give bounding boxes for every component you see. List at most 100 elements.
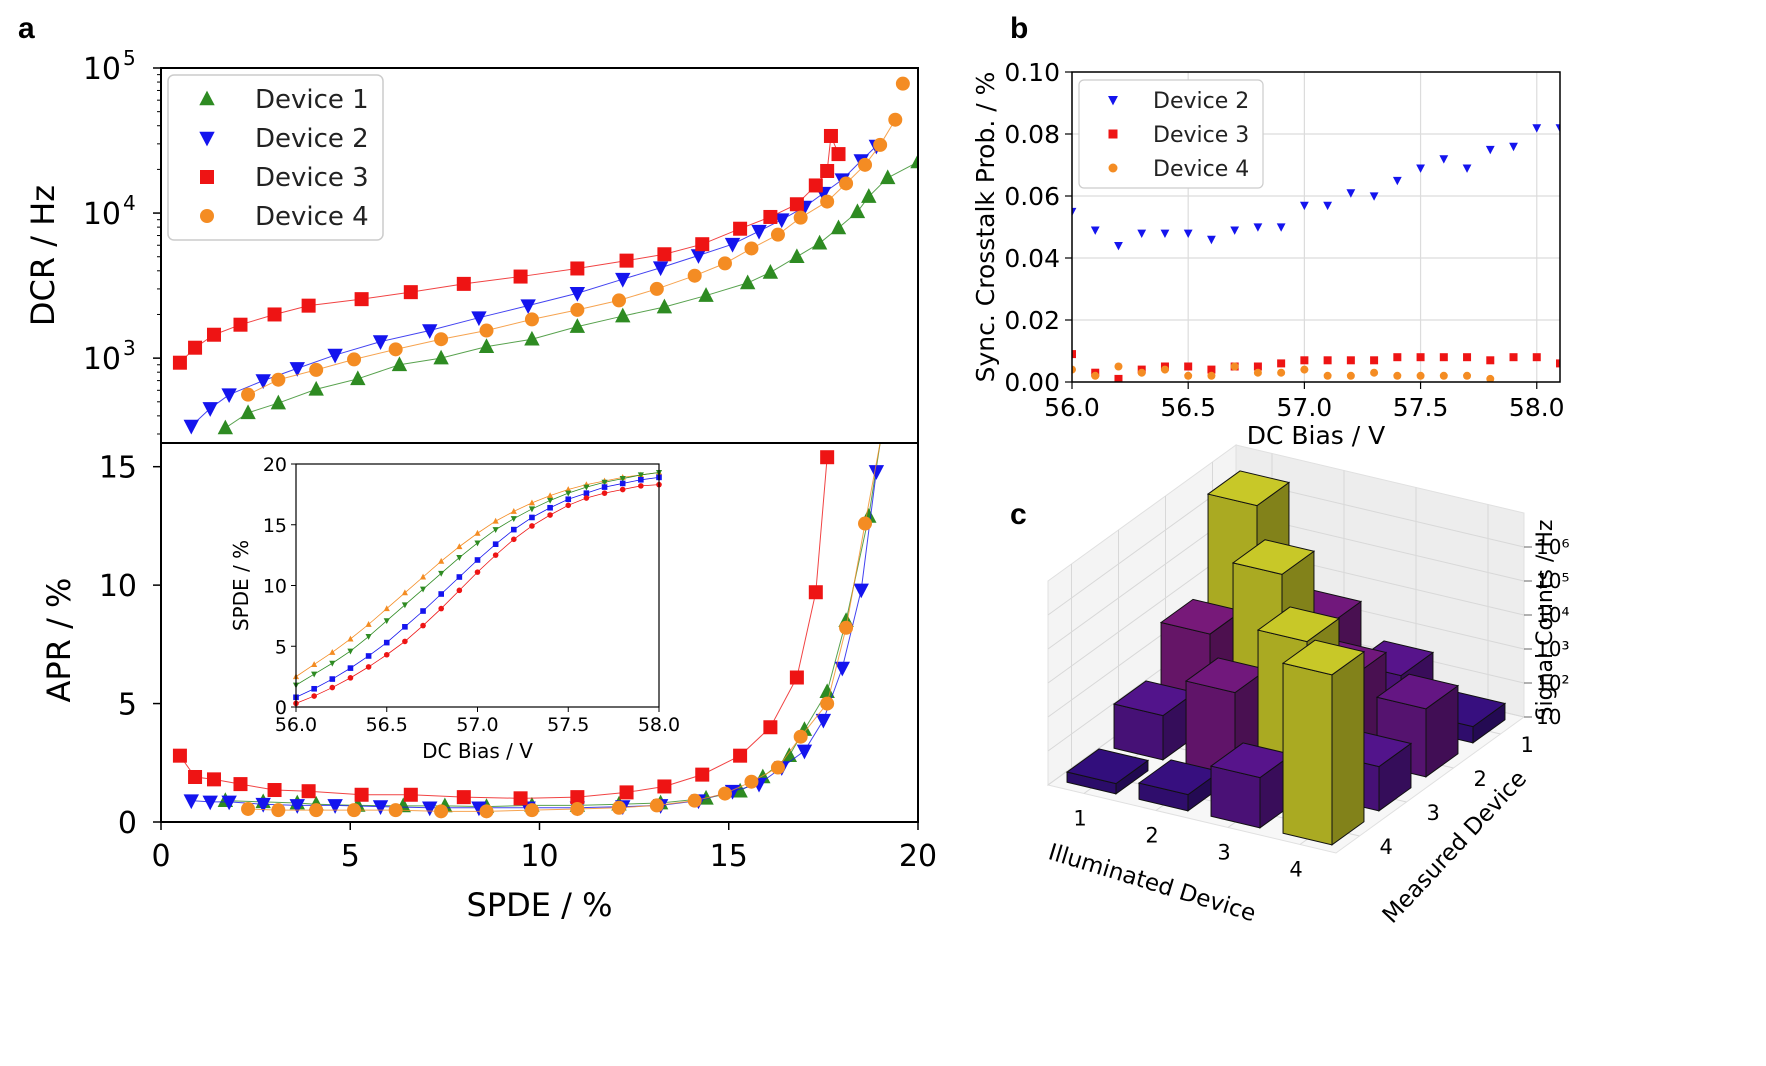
crosstalk-point-device-3	[1532, 353, 1541, 362]
crosstalk-plot-area	[1072, 124, 1560, 382]
dcr-point-device-2	[202, 402, 218, 417]
crosstalk-point-device-3	[1416, 353, 1425, 362]
dcr-ytick-label-exp: 5	[123, 46, 136, 70]
dcr-ylabel: DCR / Hz	[24, 185, 62, 326]
crosstalk-chart: 56.0 56.5 57.0 57.5 58.0 0.00 0.02 0.04 0.06 0.08…	[971, 58, 1565, 450]
apr-point-device-4	[524, 803, 539, 818]
inset-point-device-1	[474, 540, 481, 547]
crosstalk-point-device-2	[1160, 229, 1170, 238]
dcr-point-device-2	[255, 374, 271, 390]
dcr-point-device-1	[849, 203, 866, 219]
crosstalk-ytick-label: 0.00	[1004, 368, 1060, 397]
signal-bar-illum-4-meas-4-front	[1282, 662, 1333, 846]
crosstalk-point-device-3	[1072, 350, 1076, 359]
signal-3d-xtick-label: 2	[1145, 824, 1158, 848]
apr-point-device-4	[839, 620, 854, 635]
panel-label-c: c	[1010, 498, 1027, 531]
crosstalk-point-device-2	[1369, 192, 1379, 201]
apr-point-device-3	[820, 450, 835, 465]
inset-point-device-1	[637, 472, 644, 479]
apr-chart: 0 5 10 15 20 0 5 10 15 SPDE / % APR / %	[40, 442, 937, 924]
dcr-point-device-3	[233, 317, 248, 332]
dcr-ytick-label-exp: 4	[123, 191, 136, 215]
crosstalk-point-device-4	[1091, 371, 1100, 380]
inset-point-device-1	[329, 660, 336, 667]
dcr-point-device-3	[695, 237, 710, 252]
dcr-plot-area	[172, 76, 918, 435]
dcr-ytick-label-exp: 3	[123, 336, 136, 360]
apr-point-device-4	[793, 729, 808, 744]
crosstalk-point-device-3	[1253, 362, 1262, 371]
inset-point-device-3	[601, 490, 608, 496]
dcr-point-device-3	[188, 340, 203, 355]
inset-point-device-4	[401, 589, 408, 596]
dcr-point-device-1	[656, 298, 673, 314]
apr-point-device-4	[309, 803, 324, 818]
dcr-point-device-1	[350, 370, 366, 386]
dcr-point-device-1	[811, 234, 828, 250]
crosstalk-legend-marker-device-2	[1108, 95, 1118, 106]
signal-3d-ztick-label: 10⁴	[1536, 603, 1569, 627]
inset-point-device-4	[474, 529, 481, 536]
signal-bar-illum-4-meas-4-side	[1331, 650, 1365, 846]
crosstalk-legend: Device 2 Device 3 Device 4	[1078, 79, 1264, 189]
crosstalk-xtick-label: 56.0	[1044, 393, 1100, 422]
apr-point-device-3	[763, 720, 778, 735]
crosstalk-point-device-2	[1509, 142, 1518, 152]
inset-point-device-2	[601, 484, 608, 490]
legend-marker-device-2	[199, 131, 215, 147]
crosstalk-xtick-label: 57.0	[1277, 393, 1333, 422]
crosstalk-point-device-3	[1207, 365, 1216, 374]
crosstalk-point-device-4	[1072, 365, 1076, 374]
apr-ytick-label: 5	[118, 688, 137, 723]
inset-point-device-2	[347, 665, 354, 671]
dcr-point-device-2	[520, 299, 536, 315]
dcr-point-device-3	[513, 269, 528, 284]
crosstalk-point-device-3	[1300, 356, 1309, 365]
crosstalk-point-device-3	[1346, 356, 1355, 365]
inset-point-device-3	[311, 693, 317, 699]
signal-bar-illum-4-meas-2-top	[1375, 673, 1460, 710]
signal-3d-gridline	[1047, 478, 1237, 616]
crosstalk-point-device-3	[1439, 353, 1448, 362]
legend-label-device-1: Device 1	[255, 85, 369, 115]
dcr-point-device-1	[698, 287, 714, 302]
dcr-point-device-4	[873, 137, 888, 152]
apr-point-device-2	[815, 713, 832, 729]
apr-point-device-2	[471, 801, 487, 817]
crosstalk-point-device-4	[1370, 368, 1379, 377]
inset-point-device-3	[547, 512, 553, 518]
inset-point-device-1	[365, 634, 372, 640]
signal-3d-ytick-label: 3	[1427, 801, 1440, 825]
apr-xlabel: SPDE / %	[467, 886, 613, 924]
crosstalk-frame	[1071, 71, 1561, 383]
dcr-point-device-3	[570, 261, 585, 276]
crosstalk-point-device-2	[1392, 176, 1402, 186]
panel-label-b: b	[1010, 12, 1028, 45]
crosstalk-xtick-label: 56.5	[1160, 393, 1216, 422]
dcr-point-device-1	[391, 356, 408, 372]
apr-xtick-label: 15	[710, 839, 748, 874]
inset-point-device-2	[492, 541, 499, 547]
crosstalk-ytick-label: 0.04	[1004, 244, 1060, 273]
signal-bar-illum-3-meas-3-top	[1256, 606, 1341, 643]
signal-3d-ytick-label: 2	[1474, 767, 1487, 791]
apr-point-device-3	[619, 785, 634, 800]
crosstalk-point-device-2	[1532, 124, 1542, 133]
inset-point-device-2	[329, 676, 336, 682]
inset-ytick-label: 20	[263, 454, 287, 476]
dcr-point-device-2	[422, 324, 438, 339]
dcr-point-device-1	[478, 338, 495, 353]
crosstalk-legend-box	[1078, 79, 1264, 189]
apr-point-device-4	[271, 803, 286, 818]
apr-point-device-3	[188, 769, 203, 784]
apr-point-device-4	[570, 801, 585, 816]
crosstalk-point-device-4	[1346, 371, 1355, 380]
signal-bar-illum-1-meas-4-top	[1065, 748, 1150, 785]
apr-point-device-3	[354, 787, 369, 802]
dcr-point-device-2	[615, 272, 631, 288]
crosstalk-xtick-label: 57.5	[1393, 393, 1449, 422]
